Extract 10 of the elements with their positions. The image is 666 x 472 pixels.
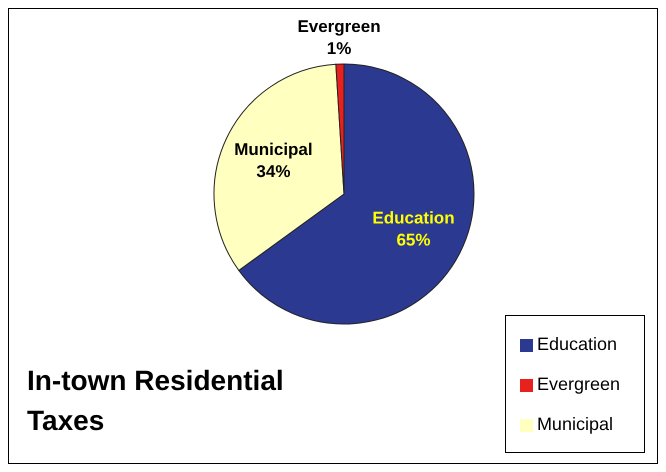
legend-label: Education: [536, 334, 617, 354]
data-label: 1%: [326, 39, 352, 58]
slice-label: Evergreen: [297, 17, 381, 36]
data-label: 34%: [256, 162, 290, 181]
data-label: 65%: [396, 230, 431, 250]
slice-label: Municipal: [234, 140, 313, 159]
slice-label: Education: [372, 208, 455, 228]
legend-label: Evergreen: [536, 374, 620, 394]
text: In-town Residential Taxes: [27, 364, 285, 438]
legend-label: Municipal: [536, 414, 613, 434]
